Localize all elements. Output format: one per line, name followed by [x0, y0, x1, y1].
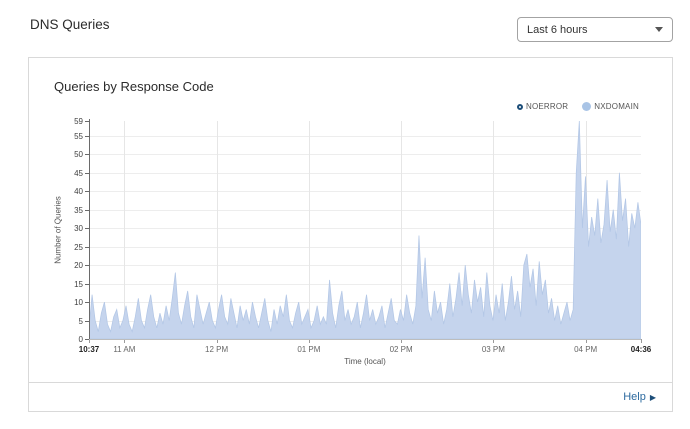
y-tick-label: 30: [74, 224, 83, 234]
time-range-value: Last 6 hours: [527, 23, 588, 36]
y-tick-mark: [85, 302, 89, 304]
x-tick-label: 01 PM: [297, 345, 321, 354]
x-tick-label: 04 PM: [574, 345, 598, 354]
y-tick-label: 59: [74, 117, 83, 126]
x-tick-mark: [124, 339, 126, 343]
legend-label-noerror: NOERROR: [525, 102, 569, 111]
x-tick-label: 11 AM: [113, 345, 136, 354]
y-tick-mark: [85, 121, 89, 122]
y-tick-label: 20: [74, 261, 83, 271]
v-gridline: [216, 121, 218, 339]
x-tick-mark: [585, 339, 587, 343]
x-tick-label: 03 PM: [481, 345, 505, 354]
y-tick-mark: [85, 339, 89, 340]
y-tick-mark: [85, 172, 89, 174]
y-tick-label: 15: [74, 279, 83, 289]
x-tick-mark: [493, 339, 495, 343]
y-axis-line: [89, 119, 90, 339]
x-tick-label: 10:37: [78, 345, 100, 354]
h-gridline: [89, 265, 641, 267]
x-tick-label: 12 PM: [205, 345, 229, 354]
card-footer: Help ▶: [29, 382, 672, 411]
y-tick-label: 10: [74, 298, 83, 308]
help-label: Help: [623, 391, 646, 403]
x-tick-mark: [89, 339, 90, 343]
y-tick-mark: [85, 154, 89, 156]
x-tick-label: 04:36: [630, 345, 652, 354]
chevron-down-icon: [655, 27, 663, 32]
legend-item-nxdomain[interactable]: NXDOMAIN: [582, 102, 639, 111]
y-tick-label: 5: [78, 316, 83, 326]
y-tick-mark: [85, 191, 89, 193]
h-gridline: [89, 228, 641, 230]
h-gridline: [89, 172, 641, 174]
legend-label-nxdomain: NXDOMAIN: [594, 102, 639, 111]
v-gridline: [308, 121, 310, 339]
v-gridline: [124, 121, 126, 339]
legend-item-noerror[interactable]: NOERROR: [516, 102, 569, 111]
nxdomain-area-series: [89, 121, 641, 339]
y-tick-label: 25: [74, 242, 83, 252]
y-tick-mark: [85, 320, 89, 322]
v-gridline: [493, 121, 495, 339]
chart-title: Queries by Response Code: [54, 79, 214, 94]
help-link[interactable]: Help ▶: [623, 391, 656, 403]
h-gridline: [89, 246, 641, 248]
h-gridline: [89, 283, 641, 285]
h-gridline: [89, 209, 641, 211]
y-tick-label: 40: [74, 187, 83, 197]
y-tick-mark: [85, 209, 89, 211]
x-tick-mark: [401, 339, 403, 343]
h-gridline: [89, 154, 641, 156]
x-tick-label: 02 PM: [389, 345, 413, 354]
y-tick-label: 0: [78, 335, 83, 344]
y-tick-label: 35: [74, 205, 83, 215]
y-tick-label: 45: [74, 168, 83, 178]
chart-card: Queries by Response Code NOERROR NXDOMAI…: [28, 57, 673, 412]
y-tick-mark: [85, 228, 89, 230]
y-tick-mark: [85, 246, 89, 248]
nxdomain-legend-marker-icon: [582, 102, 592, 111]
h-gridline: [89, 135, 641, 137]
v-gridline: [401, 121, 403, 339]
x-axis-line: [89, 339, 641, 340]
page-title: DNS Queries: [30, 17, 110, 32]
x-tick-mark: [216, 339, 218, 343]
x-axis-title: Time (local): [344, 357, 386, 366]
x-tick-mark: [641, 339, 642, 343]
h-gridline: [89, 191, 641, 193]
y-tick-label: 50: [74, 150, 83, 160]
time-range-select[interactable]: Last 6 hours: [517, 17, 673, 42]
noerror-legend-marker-icon: [516, 103, 523, 110]
y-tick-mark: [85, 265, 89, 267]
legend: NOERROR NXDOMAIN: [516, 102, 639, 111]
y-tick-mark: [85, 135, 89, 137]
y-tick-label: 55: [74, 131, 83, 141]
help-arrow-icon: ▶: [649, 392, 656, 402]
y-tick-mark: [85, 283, 89, 285]
x-tick-mark: [308, 339, 310, 343]
